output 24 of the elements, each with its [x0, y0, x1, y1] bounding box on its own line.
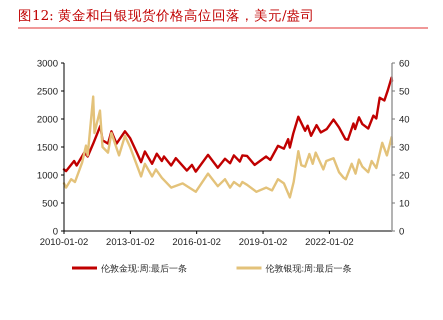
y-tick-label: 2500 [36, 86, 58, 98]
y2-tick-label: 30 [399, 142, 410, 154]
y2-tick-label: 20 [399, 170, 410, 182]
y-tick-label: 1000 [36, 170, 58, 182]
x-tick-label: 2010-01-02 [40, 237, 88, 248]
y2-tick-label: 50 [399, 86, 410, 98]
y-tick-label: 3000 [36, 58, 58, 70]
y-tick-label: 2000 [36, 114, 58, 126]
x-tick-label: 2019-01-02 [238, 237, 288, 248]
y-tick-label: 0 [52, 226, 58, 238]
y-tick-label: 500 [42, 198, 58, 210]
y2-tick-label: 0 [399, 226, 404, 238]
x-tick-label: 2016-01-02 [172, 237, 221, 248]
y2-tick-label: 40 [399, 114, 410, 126]
chart-title: 图12: 黄金和白银现货价格高位回落，美元/盎司 [18, 8, 315, 24]
y-tick-label: 1500 [36, 142, 58, 154]
legend-label: 伦敦金现:周:最后一条 [101, 264, 188, 274]
y2-tick-label: 10 [399, 198, 410, 210]
y2-tick-label: 60 [399, 58, 410, 70]
line-series [62, 95, 394, 199]
line-series [62, 76, 394, 173]
x-tick-label: 2022-01-02 [305, 237, 354, 248]
legend-label: 伦敦银现:周:最后一条 [266, 264, 352, 274]
x-tick-label: 2013-01-02 [106, 237, 155, 248]
